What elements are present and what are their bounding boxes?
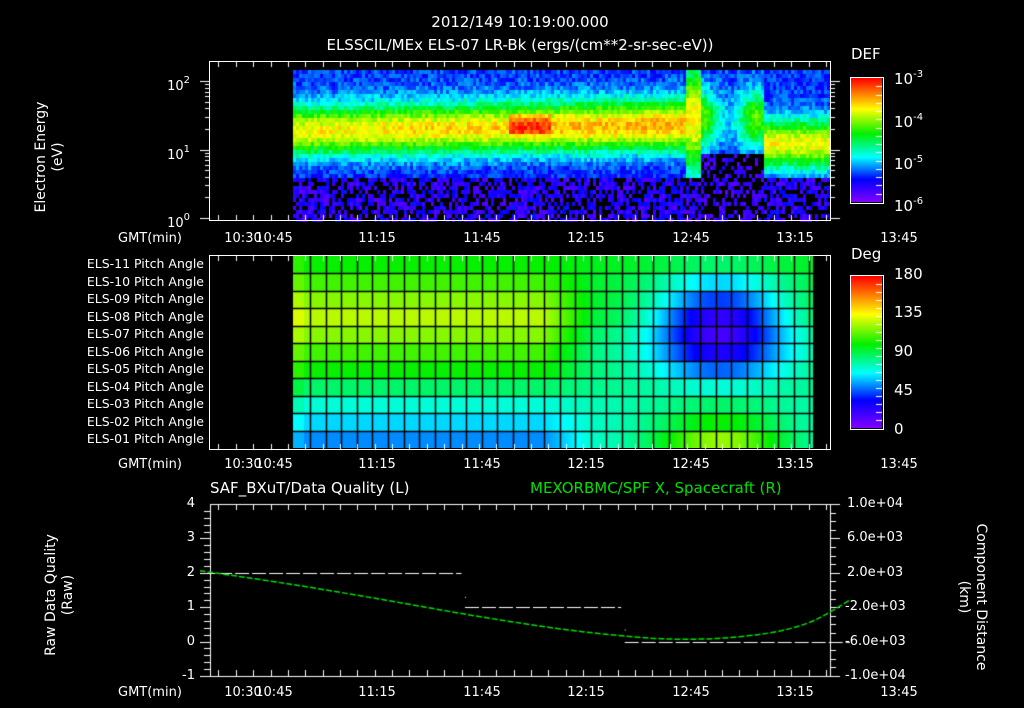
def-colorbar (851, 78, 882, 202)
x-tick-label: 12:45 (672, 685, 710, 700)
deg-colorbar-frame (850, 275, 884, 430)
panel2-ticks (200, 250, 850, 455)
pitch-angle-row-label: ELS-01 Pitch Angle (86, 431, 204, 446)
x-tick-label: 10:45 (255, 231, 293, 246)
ylabel-left-text: Raw Data Quality (43, 534, 59, 656)
right-ytick-label: -2.0e+03 (845, 599, 906, 615)
left-ytick-label: 1 (186, 599, 195, 615)
x-tick-label: 10:45 (255, 457, 293, 472)
pitch-angle-row-label: ELS-04 Pitch Angle (86, 378, 204, 394)
def-colorbar-frame (850, 77, 884, 204)
yunit-right-text: (km) (956, 580, 972, 614)
x-tick-label: 10:30 (224, 457, 262, 472)
x-tick-label: 11:15 (358, 457, 396, 472)
pitch-angle-row-label: ELS-09 Pitch Angle (86, 291, 204, 306)
pitch-angle-row-label: ELS-06 Pitch Angle (86, 343, 204, 359)
yunit-text: (eV) (50, 142, 66, 172)
deg-tick-90: 90 (894, 342, 914, 360)
left-ytick-label: -1 (182, 668, 195, 683)
x-axis-label-1: GMT(min) (118, 231, 182, 246)
x-tick-label: 13:45 (880, 685, 918, 700)
panel1-ytick-1: 100 (167, 212, 190, 231)
x-tick-label: 10:30 (224, 231, 262, 246)
pitch-angle-row-label: ELS-11 Pitch Angle (86, 256, 204, 271)
ylabel-text: Electron Energy (33, 101, 49, 213)
left-ytick-label: 0 (186, 633, 195, 649)
deg-tick-135: 135 (894, 303, 923, 321)
deg-tick-180: 180 (894, 265, 923, 283)
left-ytick-label: 2 (186, 564, 195, 580)
x-tick-label: 12:15 (567, 685, 605, 700)
x-tick-label: 13:45 (880, 231, 918, 246)
panel1-ticks (200, 56, 850, 226)
chart-title: ELSSCIL/MEx ELS-07 LR-Bk (ergs/(cm**2-sr… (326, 36, 714, 54)
x-tick-label: 12:15 (567, 231, 605, 246)
pitch-angle-row-label: ELS-08 Pitch Angle (86, 308, 204, 324)
left-ytick-label: 3 (186, 530, 195, 546)
panel3-right-ylabel: Component Distance (km) (955, 497, 989, 697)
x-tick-label: 13:45 (880, 457, 918, 472)
panel1-ytick-100: 102 (167, 75, 190, 94)
x-tick-label: 10:30 (224, 685, 262, 700)
x-tick-label: 11:45 (463, 685, 501, 700)
x-tick-label: 11:15 (358, 685, 396, 700)
x-tick-label: 12:15 (567, 457, 605, 472)
x-tick-label: 12:45 (672, 457, 710, 472)
panel3-left-ylabel: Raw Data Quality (Raw) (43, 495, 77, 695)
def-tick-1e-6: 10-6 (894, 196, 924, 215)
def-colorbar-label: DEF (851, 45, 881, 63)
def-tick-1e-5: 10-5 (894, 154, 924, 173)
yunit-left-text: (Raw) (60, 574, 76, 616)
deg-colorbar-label: Deg (851, 245, 882, 263)
x-tick-label: 13:15 (776, 457, 814, 472)
panel3-left-title: SAF_BXuT/Data Quality (L) (210, 479, 410, 497)
data-quality-line-plot[interactable] (200, 497, 850, 687)
deg-tick-45: 45 (894, 381, 914, 399)
x-tick-label: 13:15 (776, 231, 814, 246)
x-tick-label: 11:45 (463, 231, 501, 246)
pitch-angle-row-label: ELS-05 Pitch Angle (86, 361, 204, 376)
timestamp: 2012/149 10:19:00.000 (431, 13, 609, 31)
x-tick-label: 11:45 (463, 457, 501, 472)
x-tick-label: 10:45 (255, 685, 293, 700)
left-ytick-label: 4 (186, 496, 195, 511)
x-tick-label: 13:15 (776, 685, 814, 700)
right-ytick-label: 2.0e+03 (847, 564, 904, 580)
pitch-angle-labels: ELS-11 Pitch Angle ELS-10 Pitch Angle ELS-… (40, 256, 204, 456)
pitch-angle-row-label: ELS-10 Pitch Angle (86, 273, 204, 289)
deg-colorbar (851, 276, 882, 428)
panel1-ylabel: Electron Energy (eV) (33, 57, 67, 257)
right-ytick-label: -1.0e+04 (845, 668, 906, 683)
deg-tick-0: 0 (894, 420, 904, 438)
def-tick-1e-3: 10-3 (894, 69, 924, 88)
panel3-right-title: MEXORBMC/SPF X, Spacecraft (R) (530, 479, 782, 497)
x-tick-label: 11:15 (358, 231, 396, 246)
x-axis-label-2: GMT(min) (118, 457, 182, 472)
pitch-angle-row-label: ELS-02 Pitch Angle (86, 413, 204, 429)
pitch-angle-row-label: ELS-07 Pitch Angle (86, 326, 204, 341)
right-ytick-label: 6.0e+03 (847, 530, 904, 546)
def-tick-1e-4: 10-4 (894, 112, 924, 131)
x-tick-label: 12:45 (672, 231, 710, 246)
right-ytick-label: 1.0e+04 (847, 496, 904, 511)
pitch-angle-row-label: ELS-03 Pitch Angle (86, 396, 204, 411)
x-axis-label-3: GMT(min) (118, 685, 182, 700)
ylabel-right-text: Component Distance (973, 523, 989, 671)
right-ytick-label: -6.0e+03 (845, 633, 906, 649)
panel1-ytick-10: 101 (167, 144, 190, 163)
